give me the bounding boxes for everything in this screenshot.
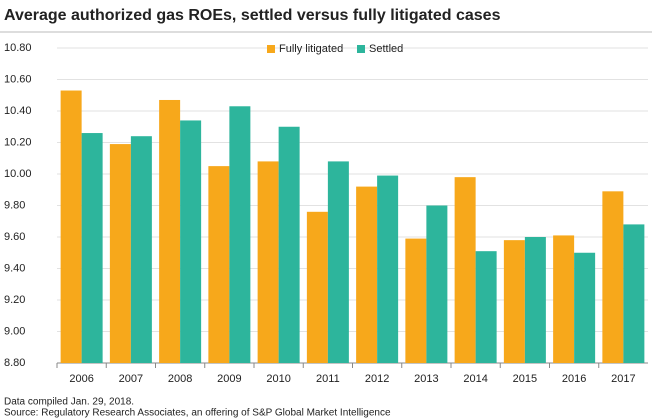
y-tick-label: 10.60 <box>4 73 32 85</box>
bar <box>426 205 448 363</box>
bar <box>278 126 300 363</box>
chart-title: Average authorized gas ROEs, settled ver… <box>4 7 501 24</box>
bar <box>180 120 202 363</box>
legend-swatch <box>267 45 275 53</box>
x-tick-label: 2013 <box>414 373 438 385</box>
x-tick-label: 2014 <box>463 373 487 385</box>
x-tick-label: 2015 <box>513 373 537 385</box>
bar <box>109 144 131 363</box>
bar <box>159 99 181 363</box>
bar <box>327 161 349 363</box>
bar <box>208 166 230 363</box>
y-tick-label: 10.20 <box>4 136 32 148</box>
note: Data compiled Jan. 29, 2018. <box>4 397 134 408</box>
bar <box>377 175 399 363</box>
bar <box>454 177 476 363</box>
y-tick-label: 9.00 <box>4 325 25 337</box>
x-tick-label: 2006 <box>69 373 93 385</box>
y-tick-label: 10.80 <box>4 42 32 54</box>
x-tick-label: 2011 <box>316 373 340 385</box>
legend-label: Fully litigated <box>279 43 343 55</box>
bar <box>524 237 546 363</box>
bar <box>306 211 328 363</box>
bar <box>60 90 82 364</box>
bar <box>503 240 525 363</box>
bar <box>475 251 497 363</box>
y-tick-label: 10.00 <box>4 168 32 180</box>
y-tick-label: 9.20 <box>4 294 25 306</box>
legend-label: Settled <box>369 43 403 55</box>
y-tick-label: 10.40 <box>4 105 32 117</box>
bar <box>81 133 103 363</box>
legend-swatch <box>357 45 365 53</box>
bar <box>257 161 279 363</box>
y-tick-label: 9.60 <box>4 231 25 243</box>
bar <box>602 191 624 363</box>
bar <box>405 238 427 363</box>
x-tick-label: 2008 <box>168 373 192 385</box>
y-tick-label: 9.40 <box>4 262 25 274</box>
bar <box>229 106 251 364</box>
bar <box>130 136 152 363</box>
x-tick-label: 2009 <box>217 373 241 385</box>
x-tick-label: 2012 <box>365 373 389 385</box>
x-tick-label: 2016 <box>562 373 586 385</box>
bar <box>574 252 596 363</box>
bar <box>356 186 378 363</box>
x-tick-label: 2007 <box>119 373 143 385</box>
bar <box>553 235 575 363</box>
x-tick-label: 2017 <box>611 373 635 385</box>
x-tick-label: 2010 <box>266 373 290 385</box>
y-tick-label: 9.80 <box>4 199 25 211</box>
bar <box>623 224 645 363</box>
y-tick-label: 8.80 <box>4 357 25 369</box>
note: Source: Regulatory Research Associates, … <box>4 408 391 419</box>
